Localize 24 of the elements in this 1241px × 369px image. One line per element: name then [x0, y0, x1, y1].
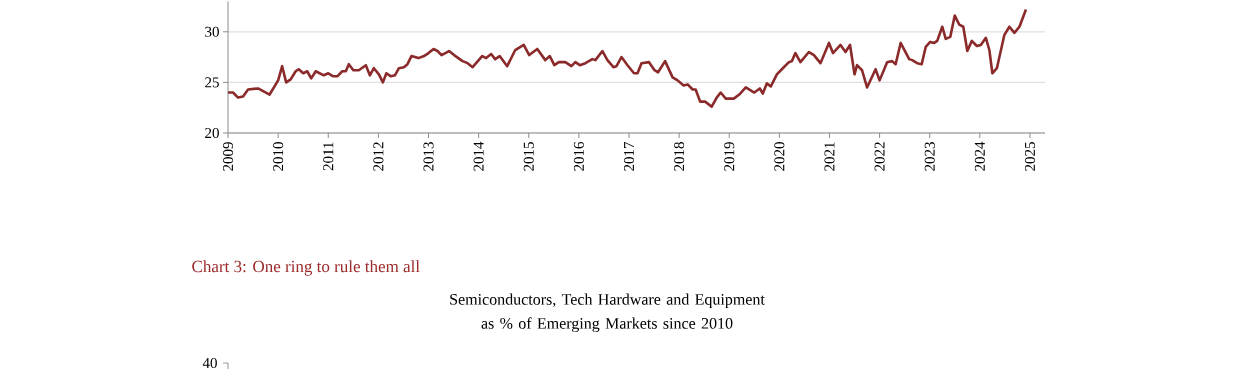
x-tick-label: 2020 [774, 142, 785, 171]
x-tick-label: 2025 [1024, 142, 1036, 171]
x-tick-label: 2015 [523, 142, 534, 171]
x-tick-label: 2009 [222, 142, 234, 171]
x-tick-label: 2012 [373, 142, 384, 171]
text: Semiconductors, Tech Hardware and Equipment as % of Emerging Markets since 2010 [450, 293, 765, 333]
x-tick-label: 2023 [924, 142, 935, 171]
x-tick-label: 2014 [473, 141, 484, 171]
x-tick-label: 2016 [573, 141, 584, 171]
x-tick-label: 2013 [423, 142, 434, 171]
x-tick-label: 2019 [724, 142, 735, 171]
text: Chart 3: One ring to rule them all [192, 260, 420, 276]
y-tick-label: 25 [205, 77, 219, 88]
x-tick-label: 2017 [623, 141, 635, 171]
y-tick-label: 30 [205, 26, 219, 37]
x-tick-label: 2018 [674, 142, 685, 171]
text: 40 [202, 357, 217, 369]
line-series [226, 8, 1028, 108]
x-tick-label: 2010 [273, 142, 284, 171]
x-tick-label: 2024 [974, 141, 985, 171]
x-tick-label: 2022 [874, 142, 885, 171]
x-tick-label: 2021 [824, 142, 835, 171]
x-tick-label: 2011 [323, 142, 334, 171]
y-tick-label: 20 [205, 127, 219, 139]
